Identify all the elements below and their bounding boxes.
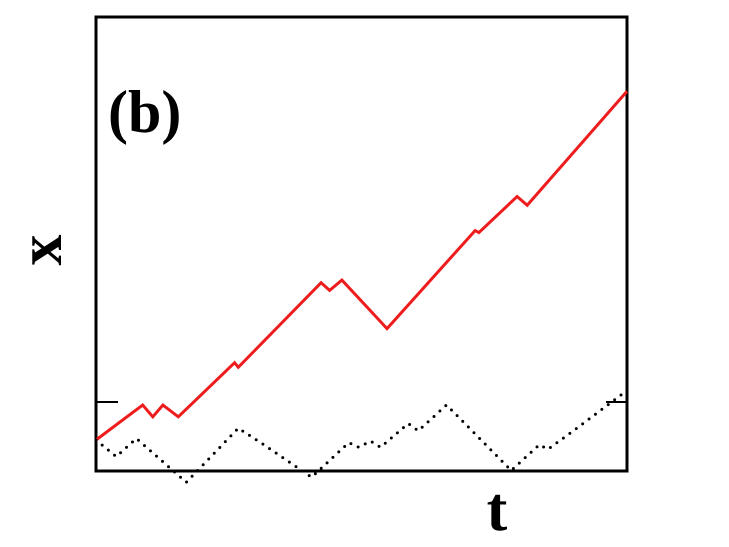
x-axis-label: t	[487, 476, 508, 544]
dotted-trajectory-line	[94, 389, 629, 485]
panel-label: (b)	[108, 79, 181, 145]
series-layer	[94, 90, 629, 485]
y-axis-label: x	[7, 235, 75, 266]
plot-frame	[94, 15, 629, 473]
red-trajectory-line	[95, 90, 629, 442]
